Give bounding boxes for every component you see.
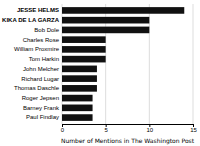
y-tick-label: JESSE HELMS [17,7,59,13]
bar [62,75,97,82]
x-tick: 5 [104,124,108,133]
x-axis: 0 5 10 15 [61,124,198,133]
bar [62,114,93,121]
y-tick-label: KIKA DE LA GARZA [2,17,60,23]
plot: 0 5 10 15 Paul Findlay Barney Frank Roger Jeps… [2,4,197,145]
y-tick: Richard Lugar [21,76,62,82]
y-tick-label: Roger Jepsen [22,95,59,101]
y-tick: Charles Rose [23,37,62,43]
y-tick: Thomas Daschle [14,85,62,91]
x-axis-line [63,125,194,128]
y-tick: KIKA DE LA GARZA [2,17,62,23]
y-tick-label: Paul Findlay [26,114,59,120]
bar [62,56,106,63]
y-tick: William Proxmire [14,46,62,52]
chart: 0 5 10 15 Paul Findlay Barney Frank Roger Jeps… [0,0,200,146]
bar [62,36,106,43]
y-tick-label: William Proxmire [14,46,60,52]
y-axis: Paul Findlay Barney Frank Roger Jepsen Thom… [2,7,62,120]
x-tick: 0 [61,124,65,133]
y-tick-label: Thomas Daschle [14,85,60,91]
y-tick: JESSE HELMS [17,7,62,13]
x-tick-label: 5 [104,127,108,133]
bars [62,7,184,121]
y-tick-label: Charles Rose [23,37,60,43]
y-tick: Bob Dole [34,27,62,33]
bar [62,27,149,34]
y-tick: John Melcher [23,66,62,72]
bar [62,7,184,14]
y-tick-label: Bob Dole [34,27,59,33]
bar [62,105,93,112]
x-tick: 15 [190,124,197,133]
x-tick-label: 10 [146,127,153,133]
bar [62,46,106,53]
y-tick-label: Richard Lugar [21,76,59,82]
bar [62,85,97,92]
x-tick: 10 [146,124,153,133]
grid-line [193,4,194,124]
bar [62,66,97,73]
grid [62,4,193,124]
x-axis-title: Number of Mentions in The Washington Pos… [61,137,195,145]
x-tick-label: 15 [190,127,197,133]
y-tick-label: Tom Harkin [29,56,59,62]
bar [62,17,149,24]
y-tick: Tom Harkin [29,56,62,62]
y-tick: Roger Jepsen [22,95,62,101]
x-tick-label: 0 [61,127,65,133]
bar [62,95,93,102]
y-tick-label: John Melcher [23,66,59,72]
y-tick: Paul Findlay [26,114,62,120]
y-tick-label: Barney Frank [23,105,60,111]
y-tick: Barney Frank [23,105,62,111]
